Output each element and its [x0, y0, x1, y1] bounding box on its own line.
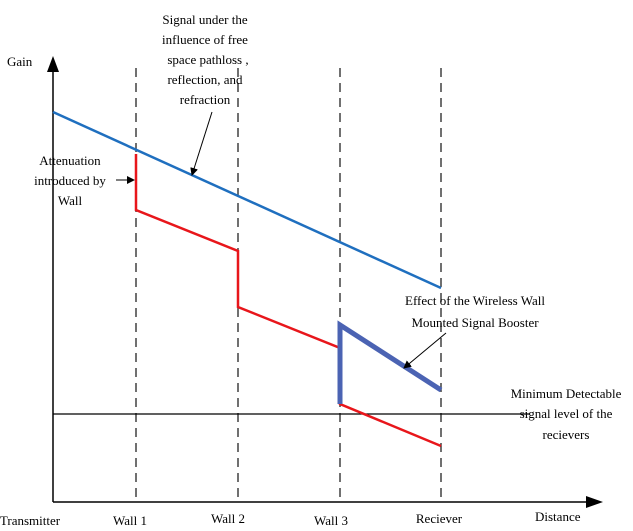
free-space-pointer — [190, 111, 213, 176]
wall-attenuation-annotation: Attenuation introduced by Wall — [34, 153, 106, 208]
y-axis-arrow-icon — [47, 56, 59, 72]
attenuated-signal-line — [134, 154, 442, 448]
position-labels: Transmitter Wall 1 Wall 2 Wall 3 Recieve… — [0, 511, 463, 528]
wall-attenuation-annotation-line: Attenuation — [39, 153, 101, 168]
wall-lines — [135, 68, 442, 502]
free-space-annotation-line: reflection, and — [167, 72, 243, 87]
booster-annotation-line: Mounted Signal Booster — [411, 315, 539, 330]
position-label-wall-3: Wall 3 — [314, 513, 348, 526]
x-axis-label: Distance — [535, 509, 581, 524]
free-space-annotation-line: Signal under the — [162, 12, 247, 27]
position-label-transmitter: Transmitter — [0, 513, 61, 526]
min-level-annotation-line: signal level of the — [520, 406, 613, 421]
booster-pointer — [403, 332, 447, 369]
booster-annotation-line: Effect of the Wireless Wall — [405, 293, 545, 308]
booster-annotation: Effect of the Wireless Wall Mounted Sign… — [405, 293, 545, 330]
min-level-annotation-line: Minimum Detectable — [511, 386, 622, 401]
y-axis-label: Gain — [7, 54, 33, 69]
position-label-receiver: Reciever — [416, 511, 463, 526]
x-axis-arrow-icon — [586, 496, 603, 508]
position-label-wall-2: Wall 2 — [211, 511, 245, 526]
min-level-annotation: Minimum Detectable signal level of the r… — [511, 386, 622, 442]
free-space-annotation-line: refraction — [180, 92, 231, 107]
wall-attenuation-annotation-line: Wall — [58, 193, 83, 208]
min-level-annotation-line: recievers — [543, 427, 590, 442]
position-label-wall-1: Wall 1 — [113, 513, 147, 526]
free-space-annotation-line: space pathloss , — [167, 52, 248, 67]
free-space-annotation-line: influence of free — [162, 32, 248, 47]
axes — [47, 56, 603, 508]
free-space-signal-line — [52, 110, 442, 290]
annotation-arrows — [116, 111, 447, 369]
wall-attenuation-annotation-line: introduced by — [34, 173, 106, 188]
boosted-signal-line — [337, 320, 443, 404]
free-space-annotation: Signal under the influence of free space… — [162, 12, 249, 107]
